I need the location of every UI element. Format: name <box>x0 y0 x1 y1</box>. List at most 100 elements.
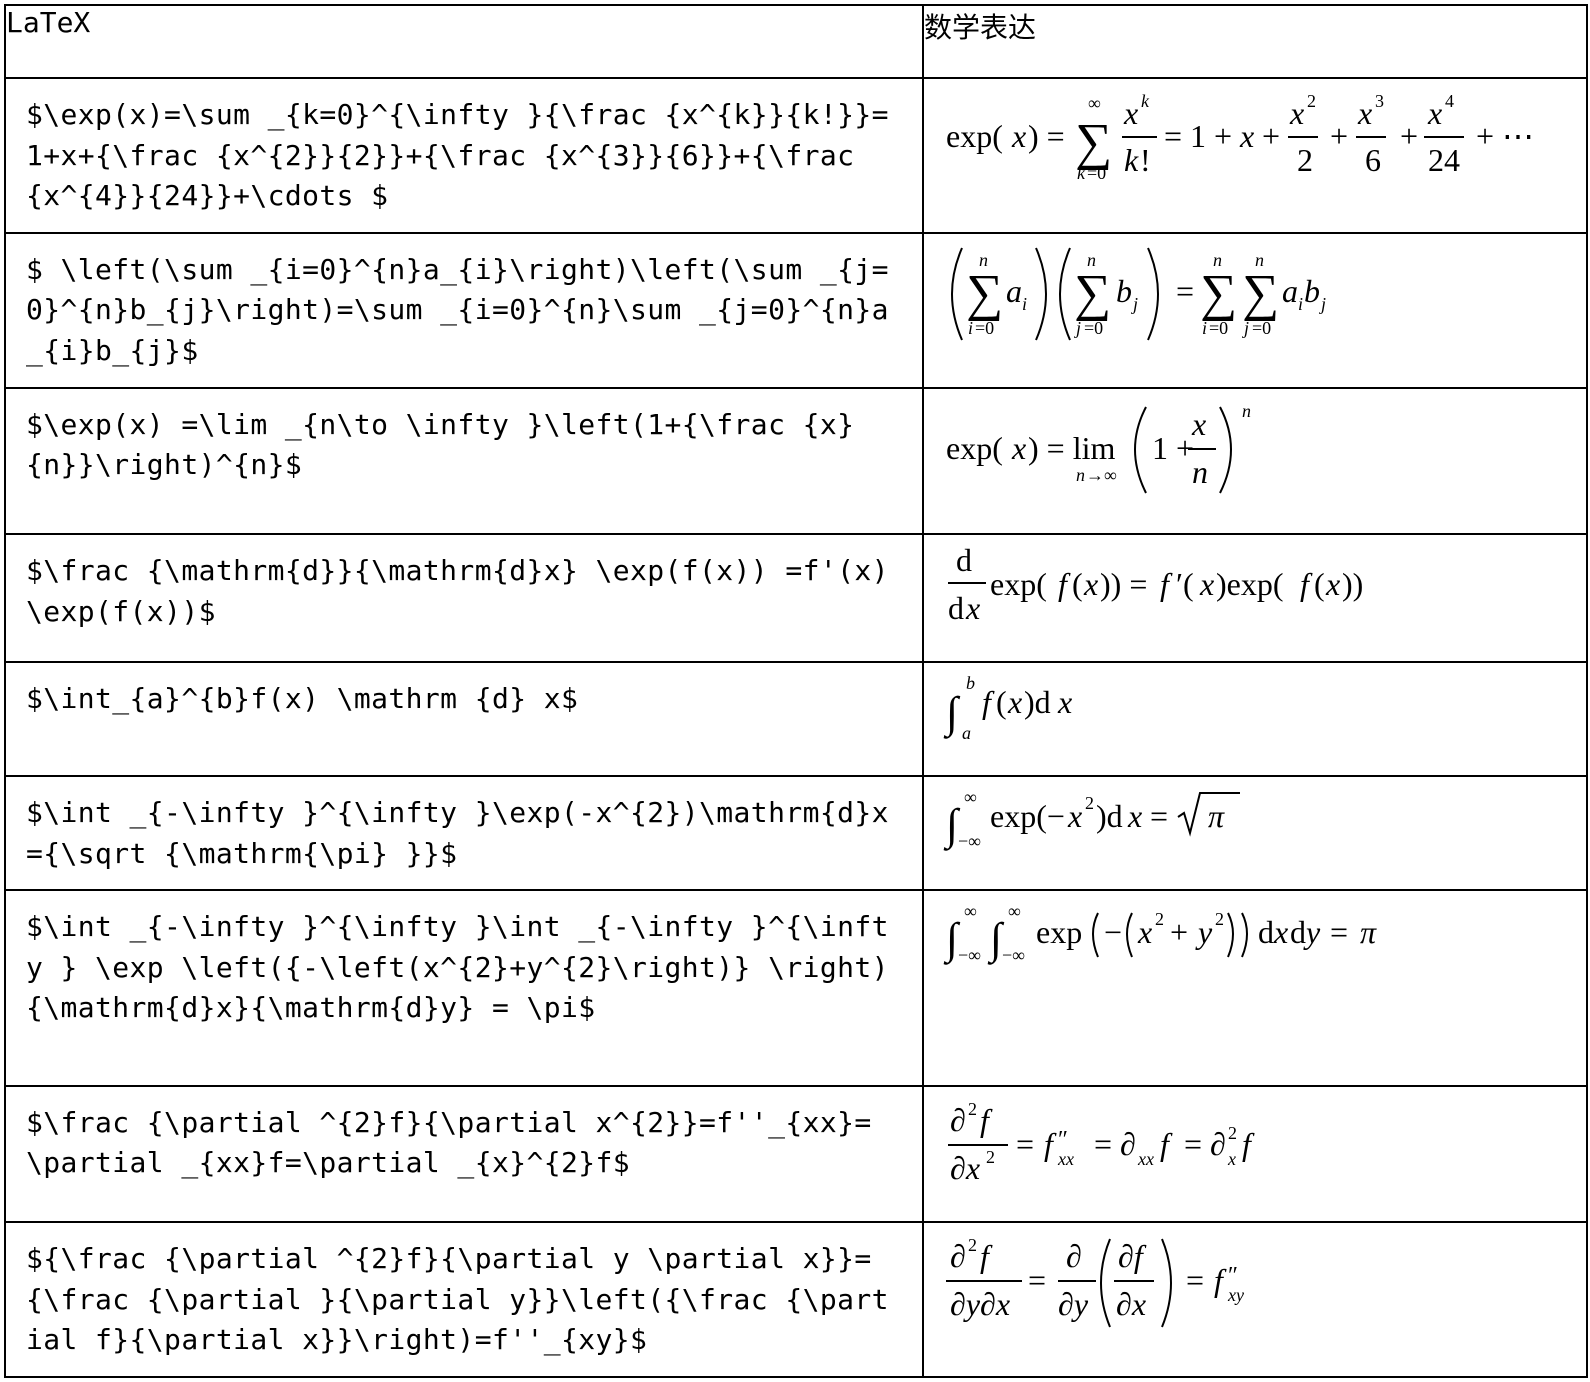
table-row: $ \left(\sum _{i=0}^{n}a_{i}\right)\left… <box>4 231 1588 389</box>
svg-text:f: f <box>980 1102 993 1138</box>
svg-text:2: 2 <box>1085 793 1094 813</box>
svg-text:f: f <box>1214 1262 1227 1298</box>
svg-text:x: x <box>1137 914 1152 950</box>
svg-text:=: = <box>1150 798 1168 834</box>
svg-text:=: = <box>1094 1126 1112 1162</box>
svg-text:2: 2 <box>968 1235 977 1255</box>
svg-text:−∞: −∞ <box>958 945 981 965</box>
svg-text:+: + <box>1330 118 1348 154</box>
table-row: $\int _{-\infty }^{\infty }\exp(-x^{2})\… <box>4 775 1588 892</box>
svg-text:=: = <box>1184 1126 1202 1162</box>
svg-text:x: x <box>1289 95 1304 131</box>
svg-text:∞: ∞ <box>1088 93 1101 113</box>
svg-text:″: ″ <box>1058 1127 1068 1153</box>
svg-text:exp(−: exp(− <box>990 798 1065 834</box>
rendered-formula: ∑ n i =0 a i ∑ n j =0 b j = ∑ n i =0 <box>922 231 1588 389</box>
svg-text:j: j <box>1242 318 1249 338</box>
svg-text:=0: =0 <box>1209 318 1228 338</box>
svg-text:) =: ) = <box>1028 118 1065 154</box>
svg-text:2: 2 <box>1307 91 1316 111</box>
latex-source: $\int _{-\infty }^{\infty }\int _{-\inft… <box>26 910 907 1025</box>
table-row: $\frac {\mathrm{d}}{\mathrm{d}x} \exp(f(… <box>4 533 1588 664</box>
svg-text:∂: ∂ <box>950 1238 966 1274</box>
table-row: $\exp(x)=\sum _{k=0}^{\infty }{\frac {x^… <box>4 77 1588 234</box>
svg-text:x: x <box>1357 95 1372 131</box>
svg-text:−∞: −∞ <box>958 831 981 851</box>
svg-text:′(: ′( <box>1176 566 1194 602</box>
svg-text:∂x: ∂x <box>1116 1286 1146 1322</box>
svg-text:π: π <box>1208 798 1225 834</box>
table-row: $\frac {\partial ^{2}f}{\partial x^{2}}=… <box>4 1084 1588 1224</box>
formula-sum-product: ∑ n i =0 a i ∑ n j =0 b j = ∑ n i =0 <box>951 247 1326 341</box>
svg-text:+: + <box>1400 118 1418 154</box>
rendered-formula: ∫ ∞ −∞ ∫ ∞ −∞ exp − x 2 + y 2 d x d <box>922 889 1588 1087</box>
svg-text:″: ″ <box>1228 1263 1238 1289</box>
svg-text:b: b <box>966 673 975 693</box>
svg-text:)exp(: )exp( <box>1216 566 1284 602</box>
formula-exp-series: exp( x ) = ∑ ∞ k =0 x k k ! = 1 + x + x … <box>946 91 1534 183</box>
svg-text:y: y <box>1195 914 1213 950</box>
rendered-formula: ∫ ∞ −∞ exp(− x 2 )d x = π <box>922 775 1588 892</box>
table-row: $\exp(x) =\lim _{n\to \infty }\left(1+{\… <box>4 386 1588 536</box>
svg-text:−: − <box>1104 914 1122 950</box>
svg-text:x: x <box>1123 95 1138 131</box>
svg-text:∑: ∑ <box>1242 265 1279 322</box>
svg-text:x: x <box>1427 95 1442 131</box>
svg-text:∞: ∞ <box>964 787 977 807</box>
svg-text:6: 6 <box>1365 142 1381 178</box>
svg-text:) = lim: ) = lim <box>1028 430 1115 466</box>
svg-text:∂: ∂ <box>950 1102 966 1138</box>
svg-text:a: a <box>1282 273 1298 309</box>
rendered-formula: d d x exp( f ( x )) = f ′( x )exp( f ( x… <box>922 533 1588 664</box>
table-row: $\int_{a}^{b}f(x) \mathrm {d} x$ ∫ b a f… <box>4 661 1588 778</box>
svg-text:d: d <box>1290 914 1306 950</box>
svg-text:=: = <box>1176 273 1194 309</box>
svg-text:x: x <box>1191 406 1206 442</box>
svg-text:1 +: 1 + <box>1152 430 1194 466</box>
svg-text:∂f: ∂f <box>1118 1238 1147 1274</box>
formula-mixed-partial: ∂ 2 f ∂y∂x = ∂ ∂y ∂f ∂x = f ″ xy <box>946 1235 1244 1328</box>
svg-text:f: f <box>1160 566 1173 602</box>
svg-text:=: = <box>1186 1262 1204 1298</box>
formula-second-partial: ∂ 2 f ∂x 2 = f ″ xx = ∂ xx f = ∂ 2 x f <box>948 1099 1255 1186</box>
svg-text:x: x <box>1057 684 1072 720</box>
svg-text:i: i <box>968 318 973 338</box>
formula-table: LaTeX 数学表达 $\exp(x)=\sum _{k=0}^{\infty … <box>4 3 1588 1378</box>
svg-text:y: y <box>1303 914 1321 950</box>
svg-text:i: i <box>1202 318 1207 338</box>
svg-text:2: 2 <box>1155 909 1164 929</box>
svg-text:−∞: −∞ <box>1002 945 1025 965</box>
svg-text:n: n <box>1192 454 1208 490</box>
svg-text:exp: exp <box>1036 914 1082 950</box>
formula-definite-integral: ∫ b a f ( x )d x <box>943 673 1072 743</box>
svg-text:k: k <box>1124 142 1139 178</box>
svg-text:x: x <box>1011 430 1026 466</box>
svg-text:∞: ∞ <box>964 901 977 921</box>
svg-text:+: + <box>1170 914 1188 950</box>
svg-text:2: 2 <box>968 1099 977 1119</box>
svg-text:∂y∂x: ∂y∂x <box>950 1286 1010 1322</box>
svg-text:)): )) <box>1342 566 1363 602</box>
svg-text:+ ⋯: + ⋯ <box>1476 118 1534 154</box>
formula-gaussian-integral: ∫ ∞ −∞ exp(− x 2 )d x = π <box>943 787 1240 851</box>
svg-text:b: b <box>1304 273 1320 309</box>
svg-text:=: = <box>1016 1126 1034 1162</box>
svg-text:=0: =0 <box>1252 318 1271 338</box>
svg-text:=: = <box>1028 1262 1046 1298</box>
svg-text:x: x <box>965 590 980 626</box>
rendered-formula: exp( x ) = ∑ ∞ k =0 x k k ! = 1 + x + x … <box>922 77 1588 234</box>
svg-text:∫: ∫ <box>987 914 1005 965</box>
svg-text:exp(: exp( <box>990 566 1047 602</box>
svg-text:)d: )d <box>1024 684 1051 720</box>
svg-text:xy: xy <box>1227 1285 1244 1305</box>
svg-text:(: ( <box>1072 566 1083 602</box>
svg-text:=0: =0 <box>1087 163 1106 183</box>
svg-text:∑: ∑ <box>1074 265 1111 322</box>
svg-text:)d: )d <box>1096 798 1123 834</box>
svg-text:∑: ∑ <box>1200 265 1237 322</box>
svg-text:k: k <box>1141 91 1150 111</box>
table-header-row: LaTeX 数学表达 <box>4 3 1588 80</box>
svg-text:∂: ∂ <box>1120 1126 1136 1162</box>
formula-derivative-exp: d d x exp( f ( x )) = f ′( x )exp( f ( x… <box>948 542 1363 626</box>
latex-source: $\int _{-\infty }^{\infty }\exp(-x^{2})\… <box>26 796 889 870</box>
